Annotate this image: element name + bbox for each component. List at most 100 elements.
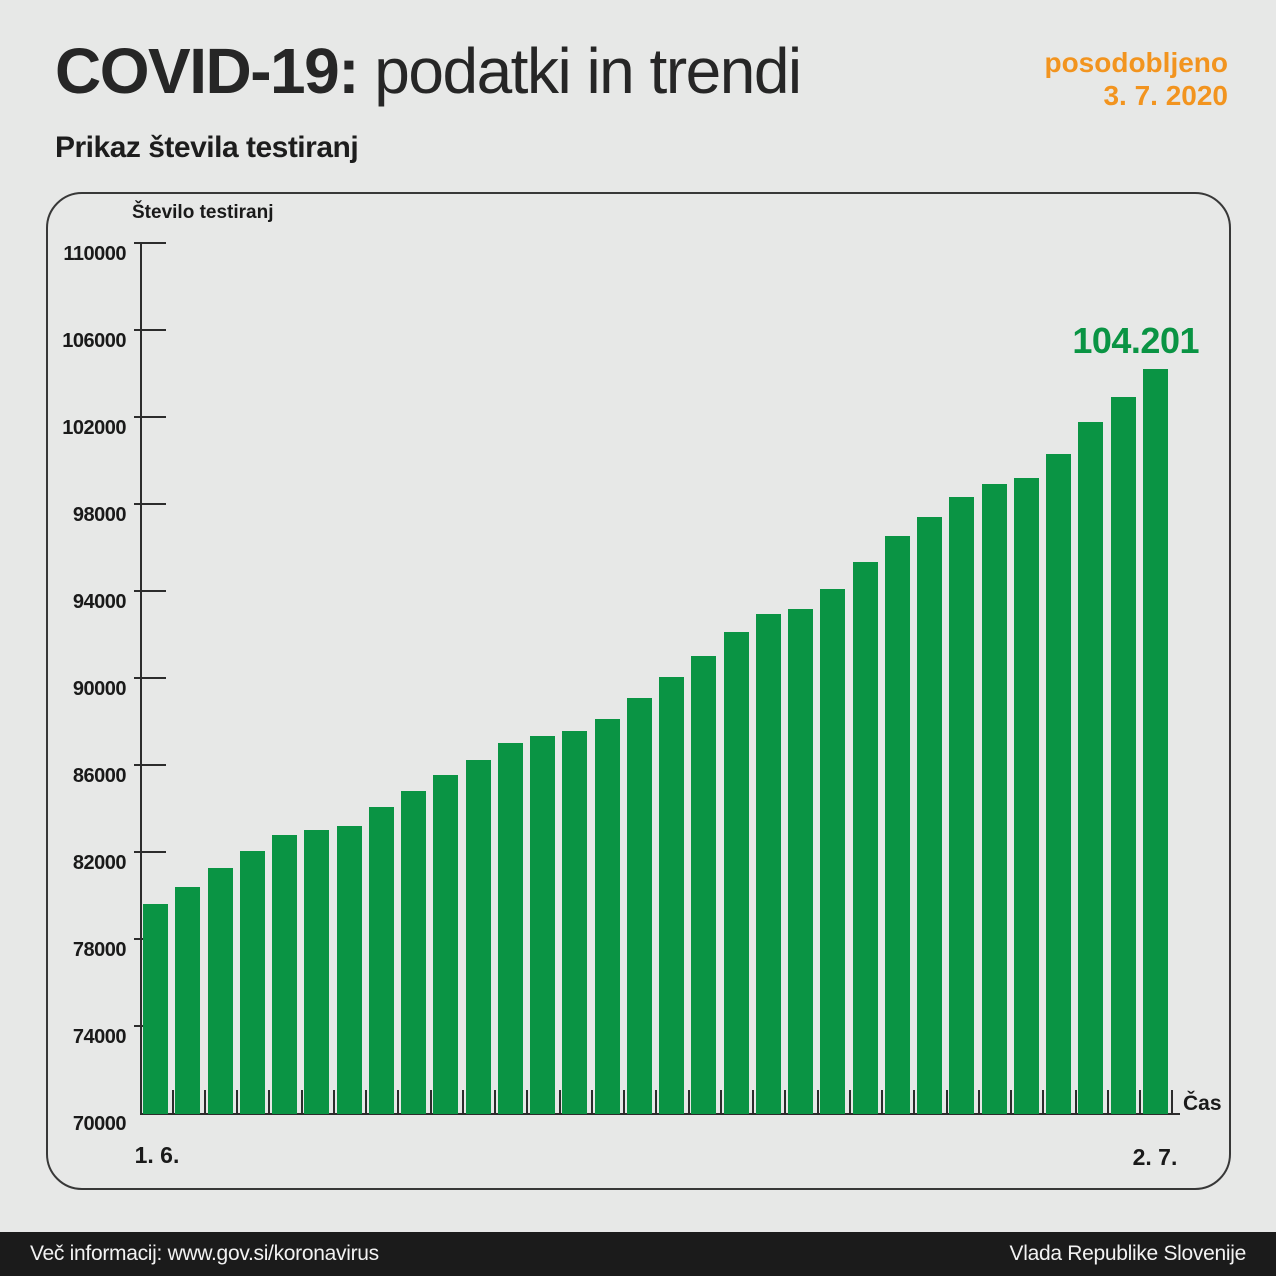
bar-26.6. [949,497,975,1114]
x-tick [1139,1090,1142,1113]
bar-22.6. [820,588,846,1114]
x-tick [687,1090,690,1113]
bar-10.6. [433,774,459,1114]
y-tick-label: 86000 [72,765,127,787]
x-axis-title: Čas [1183,1092,1222,1115]
bar-1.7. [1110,397,1136,1114]
y-tick-label: 94000 [72,591,127,613]
x-tick [300,1090,303,1113]
bar-29.6. [1046,453,1071,1114]
y-tick [134,329,166,331]
page-title: COVID-19: podatki in trendi [55,34,802,108]
y-axis-line [140,243,142,1115]
bar-20.6. [755,613,781,1114]
bar-6.6. [304,830,330,1114]
bar-8.6. [368,807,394,1114]
bar-1.6. [143,904,168,1114]
x-tick [945,1090,948,1113]
x-axis-line [140,1113,1180,1115]
x-tick [526,1090,529,1113]
x-tick [236,1090,239,1113]
bar-12.6. [497,743,523,1114]
page-title-brand: COVID-19: [55,35,360,107]
x-tick [784,1090,787,1113]
bar-24.6. [884,535,910,1114]
x-tick [848,1090,851,1113]
x-tick [816,1090,819,1113]
x-tick [558,1090,561,1113]
chart-panel [46,192,1231,1190]
bar-9.6. [401,791,426,1114]
bar-19.6. [723,632,749,1114]
bar-27.6. [981,484,1007,1114]
footer-brand-text: Vlada Republike Slovenije [1009,1242,1247,1265]
x-tick [171,1090,174,1113]
footer: Več informacij: www.gov.si/koronavirus V… [0,1232,1276,1276]
x-tick [203,1090,206,1113]
bar-14.6. [562,731,588,1114]
updated-date: 3. 7. 2020 [1103,80,1228,111]
bar-15.6. [594,719,620,1114]
x-tick [429,1090,432,1113]
y-tick [134,851,166,853]
bar-18.6. [691,656,717,1114]
x-tick [332,1090,335,1113]
x-tick [1074,1090,1077,1113]
page-title-rest: podatki in trendi [358,35,802,107]
bar-11.6. [465,759,491,1114]
y-tick [134,503,166,505]
x-tick [655,1090,658,1113]
x-axis-end-label: 2. 7. [1132,1144,1178,1170]
bar-13.6. [530,735,555,1114]
x-tick [461,1090,464,1113]
updated-badge: posodobljeno 3. 7. 2020 [1044,46,1228,112]
x-tick [1106,1090,1109,1113]
y-tick-label: 90000 [72,678,127,700]
x-tick [397,1090,400,1113]
x-tick [1171,1090,1174,1113]
y-tick [134,764,166,766]
x-tick [1010,1090,1013,1113]
bar-16.6. [626,697,652,1114]
footer-info-text: Več informacij: www.gov.si/koronavirus [30,1242,379,1265]
y-tick-label: 102000 [62,417,126,439]
plot-area: 110000 106000 102000 98000 94000 90000 86000 82… [62,242,1180,1135]
bar-28.6. [1013,477,1039,1114]
bar-17.6. [659,676,684,1114]
x-tick [623,1090,626,1113]
x-tick [1042,1090,1045,1113]
x-tick [913,1090,916,1113]
x-tick [365,1090,368,1113]
last-value-label: 104.201 [1072,320,1199,361]
x-tick [268,1090,271,1113]
bar-25.6. [917,517,942,1114]
x-axis-start-label: 1. 6. [134,1142,180,1168]
y-axis-title: Število testiranj [132,202,274,223]
x-tick [719,1090,722,1113]
bar-30.6. [1078,422,1104,1114]
y-tick [134,242,166,244]
bar-7.6. [336,825,362,1114]
y-tick-label: 106000 [62,330,126,352]
y-tick-label: 98000 [72,504,127,526]
x-tick [752,1090,755,1113]
bar-3.6. [207,868,233,1114]
bar-2.7. [1142,369,1168,1114]
updated-label: posodobljeno [1044,47,1228,78]
y-tick-label: 82000 [72,852,127,874]
bar-2.6. [175,886,201,1114]
x-tick [977,1090,980,1113]
bar-4.6. [239,850,265,1114]
y-tick-label: 70000 [72,1113,127,1135]
bar-21.6. [788,609,813,1114]
y-tick [134,590,166,592]
x-tick [590,1090,593,1113]
chart-subtitle: Prikaz števila testiranj [55,131,359,164]
bar-5.6. [272,834,297,1114]
y-tick [134,677,166,679]
y-tick-label: 110000 [63,243,126,265]
x-tick [881,1090,884,1113]
y-tick [134,416,166,418]
y-tick-label: 78000 [72,939,127,961]
y-tick-label: 74000 [72,1026,127,1048]
